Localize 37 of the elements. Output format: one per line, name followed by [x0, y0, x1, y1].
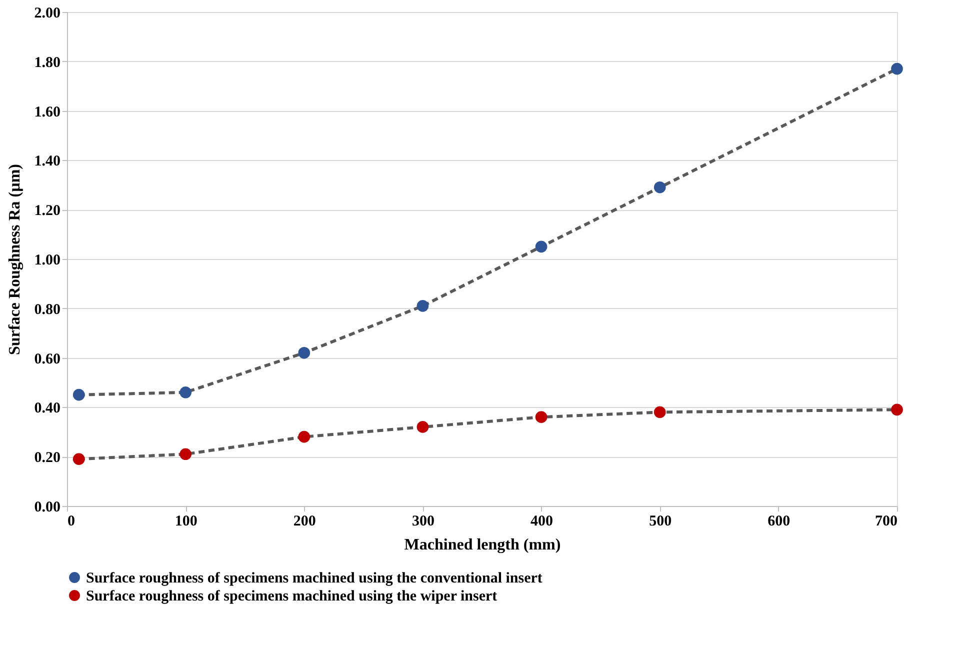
- y-tick-label: 1.40: [34, 154, 60, 170]
- x-tick-label: 0: [68, 514, 75, 530]
- y-tick-label: 0.60: [34, 351, 60, 368]
- x-tick-label: 700: [875, 514, 898, 530]
- y-tick-label: 2.00: [34, 6, 60, 22]
- y-tick-label: 0.00: [34, 500, 60, 516]
- y-tick-label: 1.60: [34, 104, 60, 120]
- point: [416, 421, 429, 433]
- y-tick-label: 0.40: [34, 400, 60, 417]
- y-tick-label: 1.00: [34, 252, 60, 268]
- point: [72, 388, 85, 401]
- y-tick-label: 0.20: [34, 450, 60, 466]
- x-tick-label: 300: [412, 514, 434, 530]
- point: [298, 430, 310, 443]
- x-tick-label: 500: [649, 514, 672, 530]
- x-tick-label: 100: [174, 514, 198, 530]
- x-tick-label: 200: [293, 514, 316, 530]
- point: [535, 240, 548, 253]
- point: [891, 62, 903, 75]
- point: [891, 404, 903, 416]
- y-axis-title: Surface Roughness Ra (µm): [6, 164, 24, 355]
- point: [180, 386, 192, 398]
- point: [535, 411, 548, 423]
- point: [654, 181, 666, 194]
- point: [180, 448, 192, 460]
- point: [298, 346, 310, 359]
- point: [654, 406, 666, 418]
- legend-label: Surface roughness of specimens machined using the conventional insert: [86, 570, 542, 586]
- legend-label: Surface roughness of specimens machined using the wiper insert: [86, 588, 498, 604]
- point: [416, 300, 429, 312]
- x-tick-label: 400: [530, 514, 554, 530]
- y-tick-label: 1.80: [34, 54, 60, 71]
- y-tick-label: 1.20: [34, 203, 60, 220]
- point: [72, 453, 85, 465]
- x-axis-title: Machined length (mm): [404, 536, 561, 554]
- y-tick-label: 0.80: [34, 302, 60, 318]
- x-tick-label: 600: [768, 514, 790, 530]
